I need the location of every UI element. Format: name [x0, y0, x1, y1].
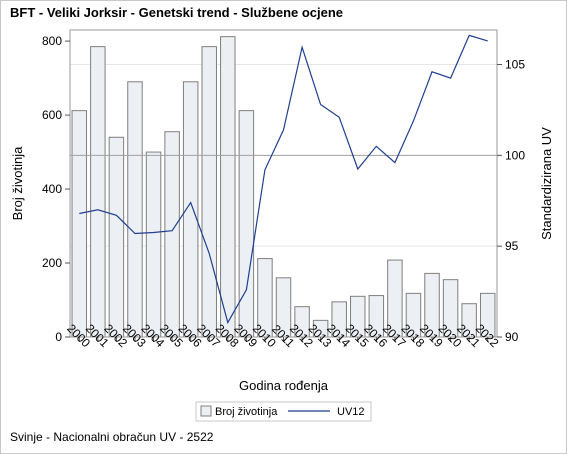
legend: Broj životinja UV12 — [195, 401, 372, 422]
bar — [127, 81, 143, 338]
y-right-tick-label: 100 — [505, 148, 525, 162]
bars-layer — [71, 36, 496, 338]
legend-line-label: UV12 — [337, 406, 365, 418]
uv12-line — [79, 34, 488, 325]
bar — [71, 110, 88, 338]
footnote: Svinje - Nacionalni obračun UV - 2522 — [10, 430, 214, 444]
bar — [201, 46, 217, 338]
y-left-tick-label: 0 — [55, 330, 62, 344]
legend-bar-label: Broj životinja — [215, 406, 278, 418]
x-axis-label: Godina rođenja — [239, 378, 329, 393]
line-layer — [79, 34, 488, 325]
bar — [164, 131, 180, 338]
bar — [220, 36, 236, 338]
legend-box — [195, 401, 372, 422]
y-right-tick-label: 95 — [505, 239, 519, 253]
y-left-tick-label: 200 — [42, 256, 62, 270]
bar — [145, 151, 162, 338]
y-right-tick-label: 90 — [505, 330, 519, 344]
y-left-tick-label: 600 — [42, 108, 62, 122]
legend-bar-swatch — [200, 405, 212, 417]
bar — [90, 46, 106, 338]
y-right-tick-label: 105 — [505, 58, 525, 72]
chart-title: BFT - Veliki Jorksir - Genetski trend - … — [10, 5, 344, 20]
y-axis-label-left: Broj životinja — [10, 146, 25, 220]
y-left-tick-label: 400 — [42, 182, 62, 196]
y-left-tick-label: 800 — [42, 34, 62, 48]
y-axis-label-right: Standardizirana UV — [539, 127, 554, 240]
bar — [238, 110, 255, 338]
bar — [108, 136, 125, 338]
